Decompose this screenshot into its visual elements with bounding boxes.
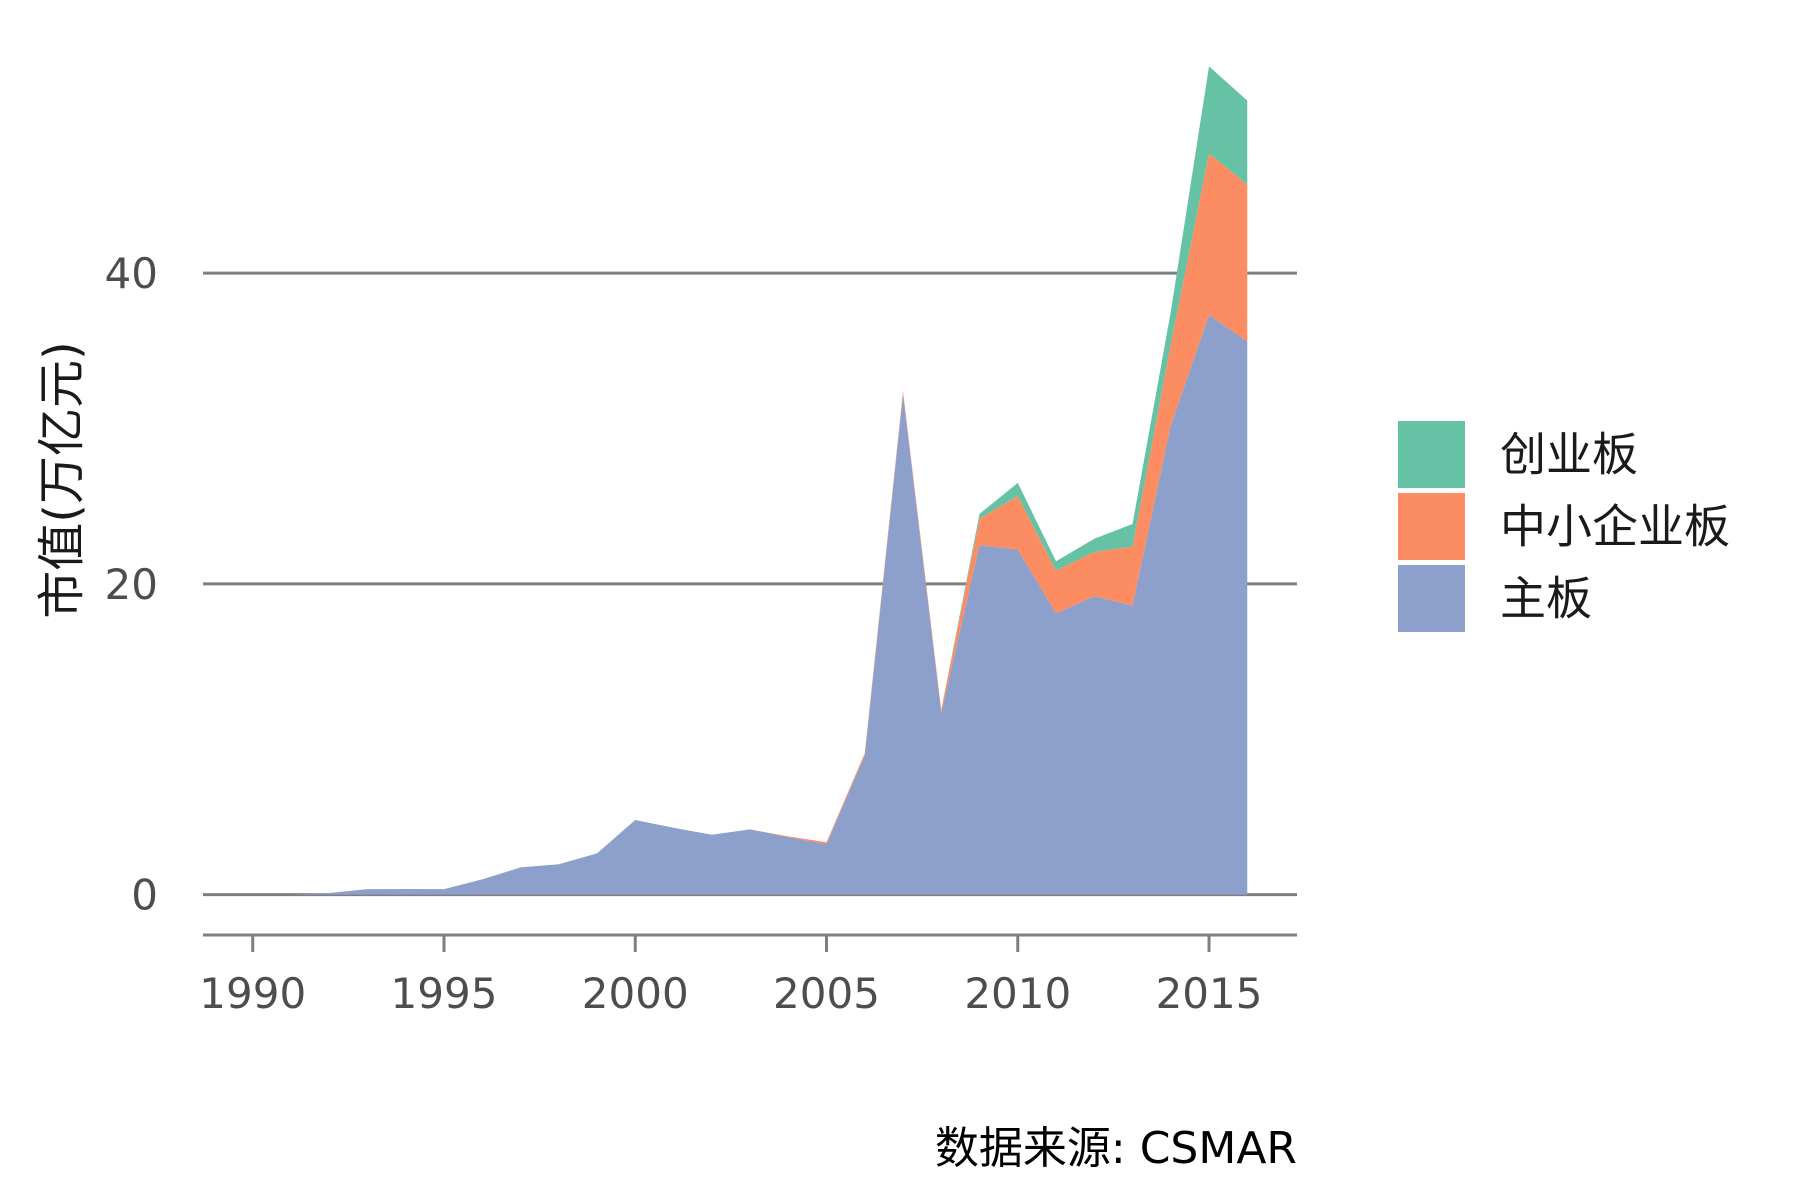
x-tick-label: 2015 <box>1156 969 1263 1018</box>
legend-key <box>1398 565 1465 632</box>
y-tick-label: 40 <box>105 249 158 298</box>
stacked-areas <box>252 66 1248 895</box>
legend-label: 中小企业板 <box>1500 500 1730 554</box>
y-axis: 0 20 40 <box>105 249 158 920</box>
area-series-0 <box>252 315 1248 895</box>
legend-key <box>1398 493 1465 560</box>
legend-label: 主板 <box>1500 572 1592 626</box>
legend-key <box>1398 421 1465 488</box>
x-tick-label: 1995 <box>391 969 498 1018</box>
x-tick-label: 2000 <box>582 969 689 1018</box>
x-tick-label: 2010 <box>964 969 1071 1018</box>
legend-label: 创业板 <box>1500 428 1638 482</box>
y-tick-label: 0 <box>131 871 158 920</box>
source-caption: 数据来源: CSMAR <box>935 1123 1297 1174</box>
x-tick-label: 2005 <box>773 969 880 1018</box>
x-tick-label: 1990 <box>199 969 306 1018</box>
y-axis-title: 市值(万亿元) <box>34 341 90 618</box>
y-tick-label: 20 <box>105 560 158 609</box>
x-axis: 1990 1995 2000 2005 2010 2015 <box>199 933 1297 1018</box>
